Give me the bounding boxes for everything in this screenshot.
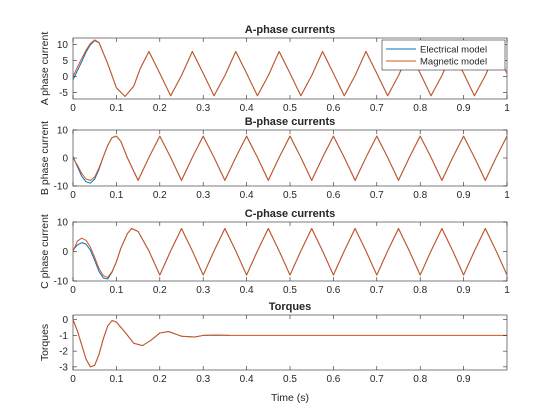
- x-tick-label: 0.6: [326, 374, 340, 385]
- y-tick-label: 0: [62, 72, 68, 83]
- y-axis-label: C phase current: [39, 214, 51, 289]
- x-tick-label: 0.8: [413, 190, 427, 201]
- x-tick-label: 0.6: [326, 190, 340, 201]
- subplot-4: 0 0.1 0.2 0.3 0.4 0.5 0.6 0.7 0.8 0.9 0 -1 -2 -3 Torqu…: [39, 301, 508, 404]
- legend-entry: Magnetic model: [420, 57, 487, 68]
- x-tick-label: 0: [70, 190, 76, 201]
- y-tick-label: -1: [59, 331, 68, 342]
- y-tick-label: 5: [62, 56, 68, 67]
- x-tick-label: 0.4: [240, 285, 254, 296]
- legend-entry: Electrical model: [420, 45, 487, 56]
- y-tick-label: 10: [57, 126, 69, 137]
- x-tick-label: 0.3: [196, 103, 210, 114]
- x-tick-label: 0.4: [240, 190, 254, 201]
- x-tick-label: 0.3: [196, 374, 210, 385]
- x-tick-label: 0.5: [283, 374, 297, 385]
- x-tick-label: 0.1: [109, 285, 123, 296]
- subplot-title: Torques: [269, 301, 312, 313]
- subplot-2: 0 0.1 0.2 0.3 0.4 0.5 0.6 0.7 0.8 0.9 1-10010B-pha…: [39, 116, 510, 201]
- x-tick-label: 0.1: [109, 190, 123, 201]
- y-tick-label: 0: [62, 315, 68, 326]
- subplot-1: 0 0.1 0.2 0.3 0.4 0.5 0.6 0.7 0.8 0.9 1-50510A-pha…: [39, 24, 510, 114]
- x-axis-label: Time (s): [271, 392, 309, 404]
- x-tick-label: 0.2: [153, 190, 167, 201]
- series-line-magnetic: [73, 39, 507, 97]
- y-tick-label: -5: [59, 88, 68, 99]
- x-tick-label: 0.9: [457, 285, 471, 296]
- x-tick-label: 0.7: [370, 103, 384, 114]
- x-tick-label: 0.3: [196, 190, 210, 201]
- x-tick-label: 0.8: [413, 103, 427, 114]
- y-tick-label: -2: [59, 347, 68, 358]
- y-tick-label: -10: [54, 277, 69, 288]
- series-line-magnetic: [73, 319, 507, 368]
- x-tick-label: 0.7: [370, 285, 384, 296]
- series-line-magnetic: [73, 227, 507, 278]
- y-axis-label: Torques: [39, 324, 51, 361]
- x-tick-label: 0: [70, 103, 76, 114]
- x-tick-label: 0.4: [240, 103, 254, 114]
- x-tick-label: 0.6: [326, 103, 340, 114]
- x-tick-label: 1: [504, 285, 510, 296]
- x-tick-label: 0.1: [109, 374, 123, 385]
- y-tick-label: -10: [54, 182, 69, 193]
- y-tick-label: 10: [57, 40, 69, 51]
- x-tick-label: 0.5: [283, 103, 297, 114]
- x-tick-label: 0.3: [196, 285, 210, 296]
- y-axis-label: A phase current: [39, 32, 51, 106]
- legend-box: [381, 39, 506, 71]
- x-tick-label: 0.9: [457, 103, 471, 114]
- x-tick-label: 1: [504, 190, 510, 201]
- x-tick-label: 0.9: [457, 374, 471, 385]
- x-tick-label: 0.2: [153, 374, 167, 385]
- x-tick-label: 0.1: [109, 103, 123, 114]
- x-tick-label: 0.7: [370, 374, 384, 385]
- x-tick-label: 0.2: [153, 285, 167, 296]
- x-tick-label: 0.8: [413, 285, 427, 296]
- plot-area: [72, 129, 508, 187]
- x-tick-label: 0.9: [457, 190, 471, 201]
- x-tick-label: 0.7: [370, 190, 384, 201]
- x-tick-label: 0.5: [283, 285, 297, 296]
- plot-area: [72, 314, 508, 371]
- subplot-title: B-phase currents: [245, 116, 335, 128]
- y-axis-label: B phase current: [39, 121, 51, 195]
- series-line-magnetic: [73, 135, 507, 181]
- subplot-title: A-phase currents: [245, 24, 335, 36]
- x-tick-label: 0.6: [326, 285, 340, 296]
- y-tick-label: -3: [59, 362, 68, 373]
- subplot-3: 0 0.1 0.2 0.3 0.4 0.5 0.6 0.7 0.8 0.9 1-10010C-pha…: [39, 208, 510, 296]
- x-tick-label: 0: [70, 374, 76, 385]
- plot-area: [72, 221, 508, 282]
- y-tick-label: 0: [62, 154, 68, 165]
- x-tick-label: 1: [504, 103, 510, 114]
- subplot-title: C-phase currents: [245, 208, 335, 220]
- x-tick-label: 0.4: [240, 374, 254, 385]
- x-tick-label: 0.2: [153, 103, 167, 114]
- x-tick-label: 0.8: [413, 374, 427, 385]
- y-tick-label: 10: [57, 218, 69, 229]
- y-tick-label: 0: [62, 247, 68, 258]
- x-tick-label: 0: [70, 285, 76, 296]
- x-tick-label: 0.5: [283, 190, 297, 201]
